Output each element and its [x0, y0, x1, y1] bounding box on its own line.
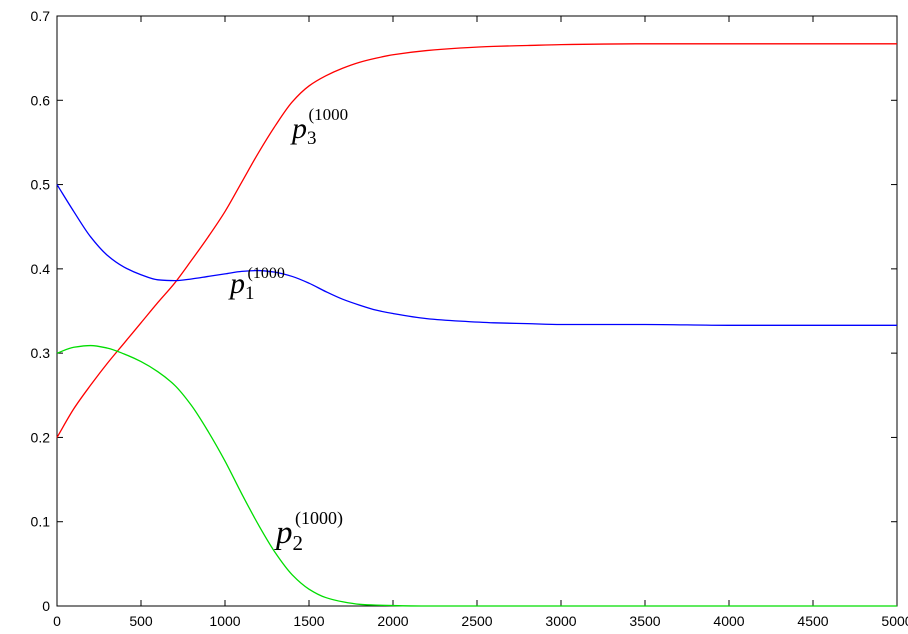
series-line-p3: [56, 43, 897, 438]
series-label-p2-sub: 2: [293, 531, 304, 555]
series-label-p2-sup: (1000): [295, 508, 343, 529]
y-tick-label: 0.7: [31, 8, 51, 24]
y-tick-label: 0.1: [31, 514, 51, 530]
y-tick-label: 0.5: [31, 177, 51, 193]
series-lines: [56, 43, 897, 607]
series-label-p1-base: p: [228, 267, 245, 300]
x-tick-label: 4500: [797, 613, 828, 629]
x-tick-label: 3000: [545, 613, 576, 629]
series-label-p1-sup: (1000: [248, 265, 285, 282]
plot-frame: [56, 15, 898, 607]
y-tick-label: 0.4: [31, 261, 51, 277]
x-tick-label: 2500: [461, 613, 492, 629]
y-axis-tick-labels: 0 0.1 0.2 0.3 0.4 0.5 0.6 0.7: [31, 8, 51, 614]
y-tick-label: 0: [42, 598, 50, 614]
series-label-p3-base: p: [290, 112, 307, 145]
x-tick-label: 1500: [293, 613, 324, 629]
series-line-p1: [56, 184, 897, 326]
x-tick-label: 3500: [629, 613, 660, 629]
series-label-p2: p2(1000): [274, 508, 343, 555]
x-tick-label: 0: [53, 613, 61, 629]
y-tick-label: 0.2: [31, 429, 51, 445]
series-label-p2-base: p: [274, 515, 293, 551]
series-label-p1-sub: 1: [245, 283, 255, 304]
x-tick-label: 2000: [377, 613, 408, 629]
series-line-p2: [56, 344, 897, 607]
series-label-p3-sub: 3: [307, 128, 317, 149]
x-tick-label: 4000: [713, 613, 744, 629]
series-label-p3: p3 (1000: [290, 105, 348, 149]
axis-ticks: [56, 15, 898, 607]
x-tick-label: 1000: [209, 613, 240, 629]
series-label-p1: p1(1000: [228, 265, 285, 304]
series-label-p3-sup: (1000: [309, 105, 349, 124]
x-tick-label: 500: [129, 613, 153, 629]
y-tick-label: 0.3: [31, 345, 51, 361]
y-tick-label: 0.6: [31, 92, 51, 108]
